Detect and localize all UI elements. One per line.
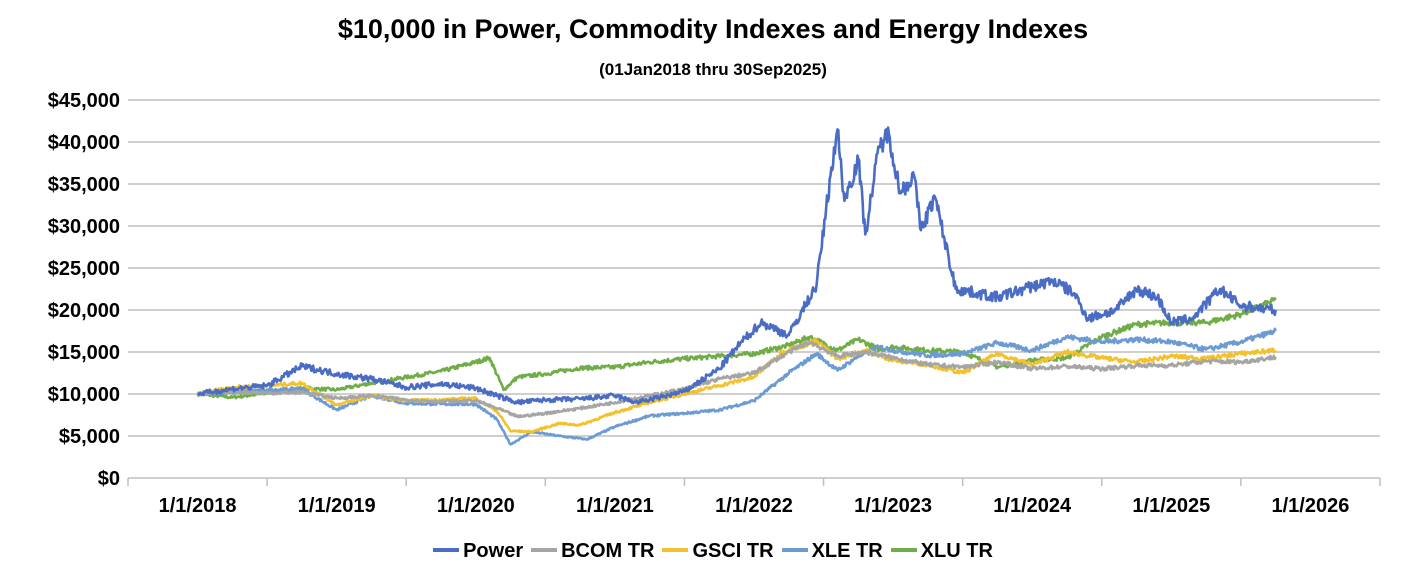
legend-label: Power xyxy=(463,540,524,562)
legend-item-power: Power xyxy=(433,540,523,563)
legend-swatch xyxy=(531,547,558,552)
legend-item-gsci-tr: GSCI TR xyxy=(662,540,774,563)
series-line-power xyxy=(197,126,1277,406)
legend-swatch xyxy=(662,547,689,552)
line-chart: $0 $5,000 $10,000 $15,000 $20,000 $25,000 $30,… xyxy=(48,90,1381,517)
y-tick-label: $35,000 xyxy=(48,174,120,196)
legend-swatch xyxy=(781,547,808,552)
gridlines xyxy=(128,99,1380,437)
x-tick-label: 1/1/2020 xyxy=(437,495,515,517)
y-tick-label: $20,000 xyxy=(48,300,120,322)
y-axis-ticks: $0 $5,000 $10,000 $15,000 $20,000 $25,000 $30,… xyxy=(48,90,120,490)
legend: Power BCOM TR GSCI TR XLE TR XLU TR xyxy=(0,540,1426,563)
chart-subtitle: (01Jan2018 thru 30Sep2025) xyxy=(599,60,827,79)
y-tick-label: $0 xyxy=(98,468,120,490)
y-tick-label: $40,000 xyxy=(48,132,120,154)
y-tick-label: $25,000 xyxy=(48,258,120,280)
x-tick-label: 1/1/2024 xyxy=(993,495,1072,517)
y-tick-label: $30,000 xyxy=(48,216,120,238)
x-tick-label: 1/1/2018 xyxy=(159,495,237,517)
legend-label: XLU TR xyxy=(920,540,993,562)
x-tick-label: 1/1/2025 xyxy=(1132,495,1210,517)
y-tick-label: $5,000 xyxy=(59,426,120,448)
x-tick-label: 1/1/2021 xyxy=(576,495,654,517)
x-tick-label: 1/1/2022 xyxy=(715,495,793,517)
y-tick-label: $45,000 xyxy=(48,90,120,112)
legend-label: GSCI TR xyxy=(692,540,774,562)
legend-label: XLE TR xyxy=(811,540,883,562)
legend-label: BCOM TR xyxy=(561,540,655,562)
legend-swatch xyxy=(890,547,917,552)
y-tick-label: $10,000 xyxy=(48,384,120,406)
legend-swatch xyxy=(433,547,460,552)
x-tick-label: 1/1/2023 xyxy=(854,495,932,517)
chart-title: $10,000 in Power, Commodity Indexes and … xyxy=(337,14,1089,44)
series-line-bcom-tr xyxy=(196,340,1277,419)
x-tick-label: 1/1/2019 xyxy=(298,495,376,517)
series-lines xyxy=(196,126,1277,446)
legend-item-xle-tr: XLE TR xyxy=(781,540,883,563)
x-axis: 1/1/2018 1/1/2019 1/1/2020 1/1/2021 1/1/2022… xyxy=(127,477,1381,517)
x-tick-label: 1/1/2026 xyxy=(1272,495,1350,517)
y-tick-label: $15,000 xyxy=(48,342,120,364)
legend-item-xlu-tr: XLU TR xyxy=(890,540,993,563)
legend-item-bcom-tr: BCOM TR xyxy=(531,540,654,563)
